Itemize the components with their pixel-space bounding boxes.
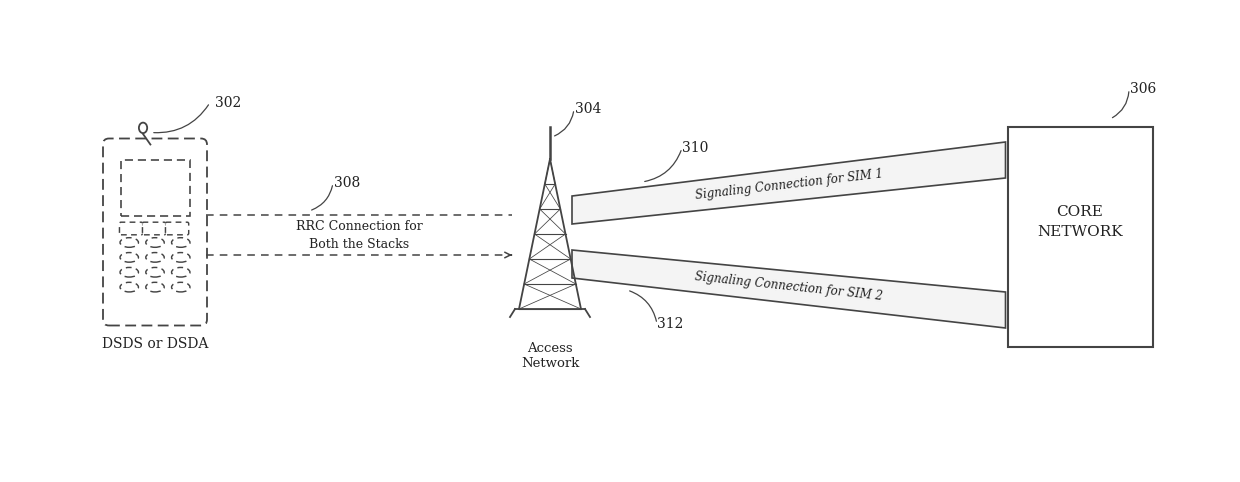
Ellipse shape — [171, 238, 190, 247]
Ellipse shape — [139, 122, 148, 133]
Ellipse shape — [171, 282, 190, 292]
Ellipse shape — [120, 282, 139, 292]
Text: 306: 306 — [1130, 82, 1156, 96]
Text: 312: 312 — [657, 317, 683, 331]
Text: 308: 308 — [334, 176, 361, 190]
Ellipse shape — [120, 268, 139, 277]
Bar — [1008, 127, 1152, 347]
Text: Signaling Connection for SIM 2: Signaling Connection for SIM 2 — [694, 270, 883, 304]
FancyBboxPatch shape — [165, 222, 188, 235]
Text: CORE
NETWORK: CORE NETWORK — [1037, 205, 1122, 239]
Text: 302: 302 — [215, 95, 242, 109]
Text: Access
Network: Access Network — [521, 342, 579, 370]
Ellipse shape — [146, 282, 164, 292]
FancyBboxPatch shape — [120, 160, 190, 216]
Ellipse shape — [146, 253, 164, 262]
FancyBboxPatch shape — [103, 138, 207, 325]
FancyBboxPatch shape — [119, 222, 143, 235]
Ellipse shape — [146, 238, 164, 247]
Ellipse shape — [171, 268, 190, 277]
Text: 304: 304 — [575, 102, 601, 116]
Ellipse shape — [120, 238, 139, 247]
Text: RRC Connection for
Both the Stacks: RRC Connection for Both the Stacks — [295, 219, 423, 251]
Ellipse shape — [171, 253, 190, 262]
FancyBboxPatch shape — [143, 222, 166, 235]
Polygon shape — [572, 250, 1006, 328]
Ellipse shape — [146, 268, 164, 277]
Text: Signaling Connection for SIM 1: Signaling Connection for SIM 1 — [694, 168, 883, 202]
Text: 310: 310 — [682, 141, 708, 155]
Ellipse shape — [120, 253, 139, 262]
Text: DSDS or DSDA: DSDS or DSDA — [102, 337, 208, 351]
Polygon shape — [572, 142, 1006, 224]
